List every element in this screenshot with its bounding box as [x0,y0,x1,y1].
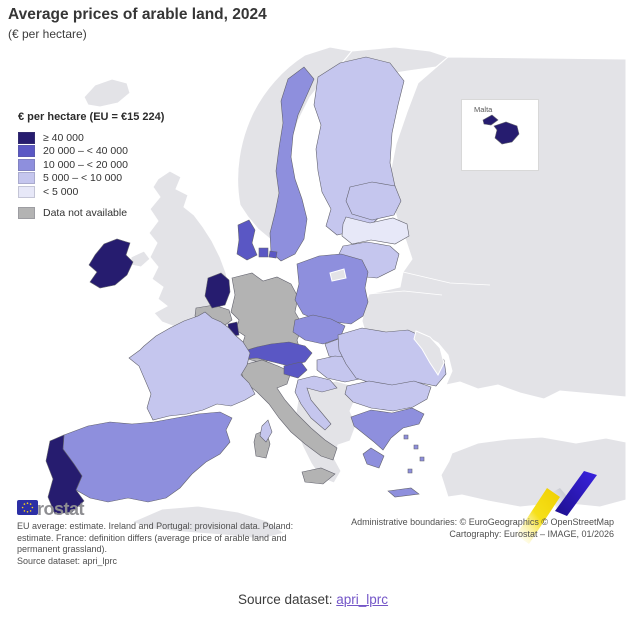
footnotes: EU average: estimate. Ireland and Portug… [17,521,327,567]
country-slovenia [283,361,308,379]
map-legend: € per hectare (EU = €15 224) ≥ 40 000 20… [18,111,164,220]
country-greece-peloponnese [362,447,385,469]
country-denmark-zealand [258,247,269,258]
legend-label-class3: 10 000 – < 20 000 [43,158,128,171]
country-portugal [45,434,85,515]
country-estonia [345,181,402,221]
legend-row-class3: 10 000 – < 20 000 [18,158,164,172]
legend-label-class5: < 5 000 [43,185,79,198]
legend-swatch-class4 [18,172,35,185]
source-dataset-line: Source dataset: apri_lprc [0,592,626,607]
country-italy [240,359,338,461]
landmass-moldova [413,330,445,376]
legend-swatch-nodata [18,207,35,220]
country-spain [62,411,233,503]
legend-row-class2: 20 000 – < 40 000 [18,145,164,159]
legend-row-class1: ≥ 40 000 [18,131,164,145]
country-austria [240,341,313,367]
country-croatia [294,375,338,431]
country-bulgaria [344,380,432,412]
legend-swatch-class3 [18,158,35,171]
landmass-turkey [440,436,626,508]
source-dataset-prefix: Source dataset: [237,592,337,607]
landmass-northern-ireland [130,250,151,268]
eurostat-logo: eurostat [17,500,86,518]
footnote-source-dataset: Source dataset: apri_lprc [17,555,118,566]
legend-swatch-class2 [18,145,35,158]
country-poland [294,253,369,325]
legend-swatch-class5 [18,185,35,198]
landmass-iceland [83,78,131,108]
legend-swatch-class1 [18,131,35,144]
country-latvia [341,216,410,245]
europe-choropleth-map: € per hectare (EU = €15 224) ≥ 40 000 20… [0,45,626,567]
border-ukraine-russia [402,271,491,286]
country-malta-gozo [482,114,499,126]
country-netherlands [204,272,231,309]
country-denmark [236,219,258,261]
footnote-line-1: EU average: estimate. Ireland and Portug… [17,521,294,531]
legend-label-class1: ≥ 40 000 [43,131,84,144]
footnote-line-3: permanent grassland). [17,544,108,554]
ribbon-blue [555,471,597,516]
country-italy-sicily [301,467,336,485]
attribution-line-1: Administrative boundaries: © EuroGeograp… [351,517,614,527]
source-dataset-link[interactable]: apri_lprc [336,592,389,607]
ribbon-yellow [516,488,560,544]
malta-inset-map [482,114,520,145]
page-subtitle: (€ per hectare) [8,27,87,41]
legend-label-class2: 20 000 – < 40 000 [43,145,128,158]
country-france [128,311,256,421]
country-denmark-isle [268,250,278,259]
country-sweden [269,66,315,262]
country-greece-isles [403,434,425,474]
landmass-north-africa [130,505,286,540]
map-canvas [45,46,626,544]
attribution-line-2: Cartography: Eurostat – IMAGE, 01/2026 [449,529,614,539]
legend-row-class4: 5 000 – < 10 000 [18,172,164,186]
country-malta-main [493,121,520,145]
attribution: Administrative boundaries: © EuroGeograp… [351,516,614,540]
country-ireland [88,238,134,289]
country-greece-crete [387,487,420,498]
border-belarus-ukraine [368,290,443,296]
footnote-line-2: estimate. France: definition differs (av… [17,532,287,543]
legend-title: € per hectare (EU = €15 224) [18,111,165,123]
page-title: Average prices of arable land, 2024 [8,6,267,23]
country-greece [350,407,425,451]
malta-inset: Malta [461,99,539,171]
legend-label-class4: 5 000 – < 10 000 [43,172,123,185]
country-france-corsica [259,419,273,443]
legend-row-class5: < 5 000 [18,185,164,199]
malta-inset-label: Malta [474,105,493,114]
legend-label-nodata: Data not available [43,207,128,220]
legend-row-nodata: Data not available [18,207,164,221]
landmass-kaliningrad [329,268,347,282]
